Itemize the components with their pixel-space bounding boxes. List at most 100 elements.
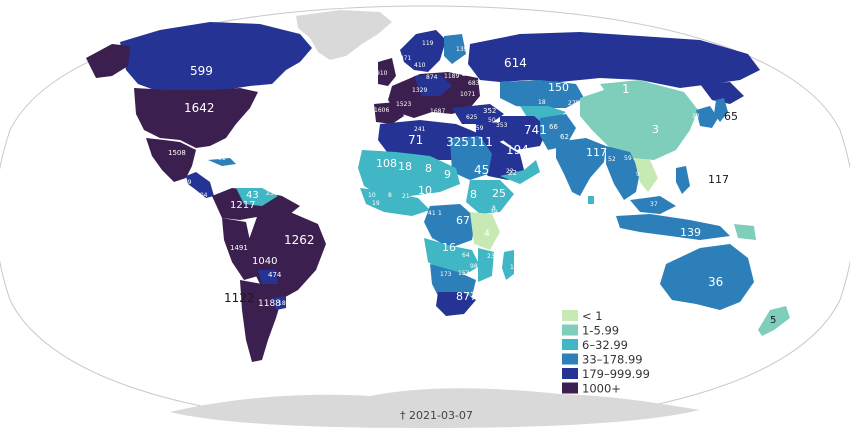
- label-thailand: 9: [636, 171, 640, 178]
- label-uk: 1871: [396, 55, 411, 62]
- region-turkey: [452, 104, 504, 124]
- legend-label-2: 6–32.99: [582, 338, 628, 352]
- label-paraguay: 474: [268, 271, 282, 279]
- label-kyrgyz: 275: [568, 100, 580, 107]
- label-honduras: 443: [204, 168, 216, 175]
- label-korea: 32: [692, 113, 700, 120]
- label-mongolia: 3: [652, 123, 659, 136]
- region-west-africa: [360, 188, 430, 216]
- label-laos: 3: [686, 148, 690, 155]
- region-iran: [500, 116, 548, 150]
- label-angola: 16: [442, 241, 456, 254]
- label-pakistan: 62: [560, 133, 569, 141]
- label-westafrica_a: 10: [368, 192, 376, 199]
- label-zambia: 64: [462, 252, 470, 259]
- legend-swatch-5: [562, 382, 578, 394]
- legend-label-1: 1-5.99: [582, 324, 619, 338]
- label-zimbabwe: 153: [458, 270, 470, 277]
- region-thailand-vietnam: [634, 158, 658, 192]
- label-guyana: 256: [266, 190, 278, 197]
- region-madagascar: [502, 250, 514, 280]
- label-sweden: 119: [422, 40, 434, 47]
- label-dominican: 298: [242, 157, 254, 164]
- region-angola-zambia: [424, 238, 480, 274]
- region-greenland: [296, 10, 392, 60]
- label-iran: 741: [524, 123, 547, 137]
- label-kazakhstan: 150: [548, 81, 569, 94]
- label-gabon: 41: [428, 210, 436, 217]
- label-poland: 1189: [444, 73, 459, 80]
- label-costarica: 504: [196, 192, 208, 199]
- label-mexico: 1508: [168, 149, 186, 157]
- legend-swatch-2: [562, 339, 578, 350]
- region-paraguay: [258, 270, 278, 284]
- label-centralafr: 39: [490, 209, 498, 216]
- region-alaska: [86, 44, 130, 78]
- label-belgium: 1: [436, 65, 440, 72]
- label-newzealand: 5: [770, 315, 776, 326]
- legend-swatch-1: [562, 324, 578, 336]
- label-yemen: 22: [508, 169, 517, 177]
- label-ecuador: 938: [204, 216, 217, 224]
- label-china: 1: [622, 82, 630, 96]
- label-spain: 1606: [374, 107, 389, 114]
- label-ireland: 910: [376, 70, 388, 77]
- label-libya: 325: [446, 135, 469, 149]
- label-turkey: 352: [483, 107, 496, 115]
- label-philippines: 117: [708, 173, 729, 186]
- label-mauritania: 108: [376, 157, 397, 170]
- label-venezuela: 43: [246, 190, 259, 201]
- label-lithuania: 410: [414, 62, 426, 69]
- region-malaysia: [630, 196, 676, 214]
- date-label: † 2021-03-07: [400, 409, 473, 422]
- label-congo: 1: [438, 210, 442, 217]
- label-brazil: 1262: [284, 233, 315, 247]
- label-kenya: 8: [470, 188, 477, 201]
- label-malaysia: 37: [650, 201, 658, 208]
- region-sahel: [358, 150, 460, 196]
- label-mozambique: 23: [487, 253, 495, 260]
- label-drc: 67: [456, 214, 470, 227]
- label-myanmar: 59: [624, 155, 632, 162]
- region-philippines: [676, 166, 690, 194]
- region-indonesia: [616, 214, 730, 240]
- label-uganda: 8: [492, 205, 496, 212]
- region-finland: [444, 34, 466, 64]
- label-belarus: 214: [462, 71, 474, 78]
- label-somalia: 18: [514, 187, 522, 194]
- region-usa: [134, 88, 258, 148]
- label-russia: 614: [504, 56, 527, 70]
- label-france: 1329: [412, 87, 427, 94]
- label-panama: 1415: [216, 183, 231, 190]
- label-tanzania: 4: [484, 229, 490, 239]
- label-bangladesh: 52: [608, 156, 616, 163]
- label-egypt: 111: [470, 135, 493, 149]
- label-germany: 874: [426, 74, 438, 81]
- label-cuba: 31: [218, 155, 226, 162]
- region-india: [556, 138, 606, 196]
- label-chile: 1188: [258, 299, 281, 309]
- region-korea-japan: [696, 106, 718, 128]
- region-kazakhstan: [500, 80, 584, 108]
- legend-swatch-3: [562, 353, 578, 365]
- legend-swatch-0: [562, 310, 578, 321]
- region-uk-ireland: [378, 58, 396, 86]
- region-central-africa: [424, 204, 476, 248]
- label-niger: 8: [425, 162, 432, 175]
- label-iraq: 353: [496, 122, 508, 129]
- label-cuba2: 22: [232, 167, 240, 174]
- label-oman: 328: [542, 161, 554, 168]
- label-uzbekistan: 18: [538, 99, 546, 106]
- region-central-europe: [414, 74, 452, 96]
- label-nigeria: 10: [418, 184, 432, 197]
- region-png: [734, 224, 756, 240]
- region-egypt-sudan: [450, 136, 492, 180]
- region-argentina-chile: [240, 280, 282, 362]
- legend-label-5: 1000+: [582, 382, 621, 396]
- label-madagascar: 12: [510, 264, 518, 271]
- region-scandinavia: [400, 30, 446, 72]
- label-ethiopia: 25: [492, 187, 506, 200]
- label-algeria: 71: [408, 133, 423, 147]
- label-norway: 6: [380, 38, 384, 45]
- label-australia: 36: [708, 275, 723, 289]
